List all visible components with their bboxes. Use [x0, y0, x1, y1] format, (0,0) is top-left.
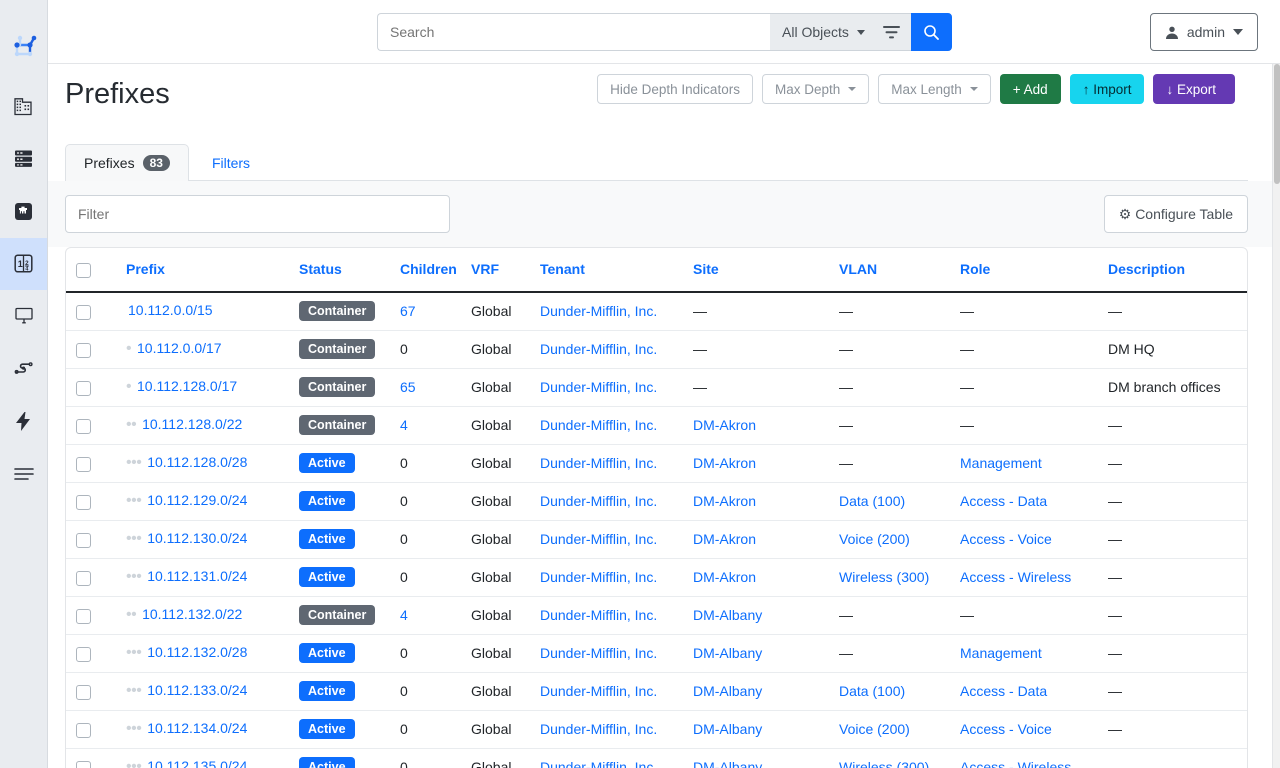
- svg-text:1: 1: [18, 259, 23, 269]
- svg-text:4: 4: [25, 267, 28, 273]
